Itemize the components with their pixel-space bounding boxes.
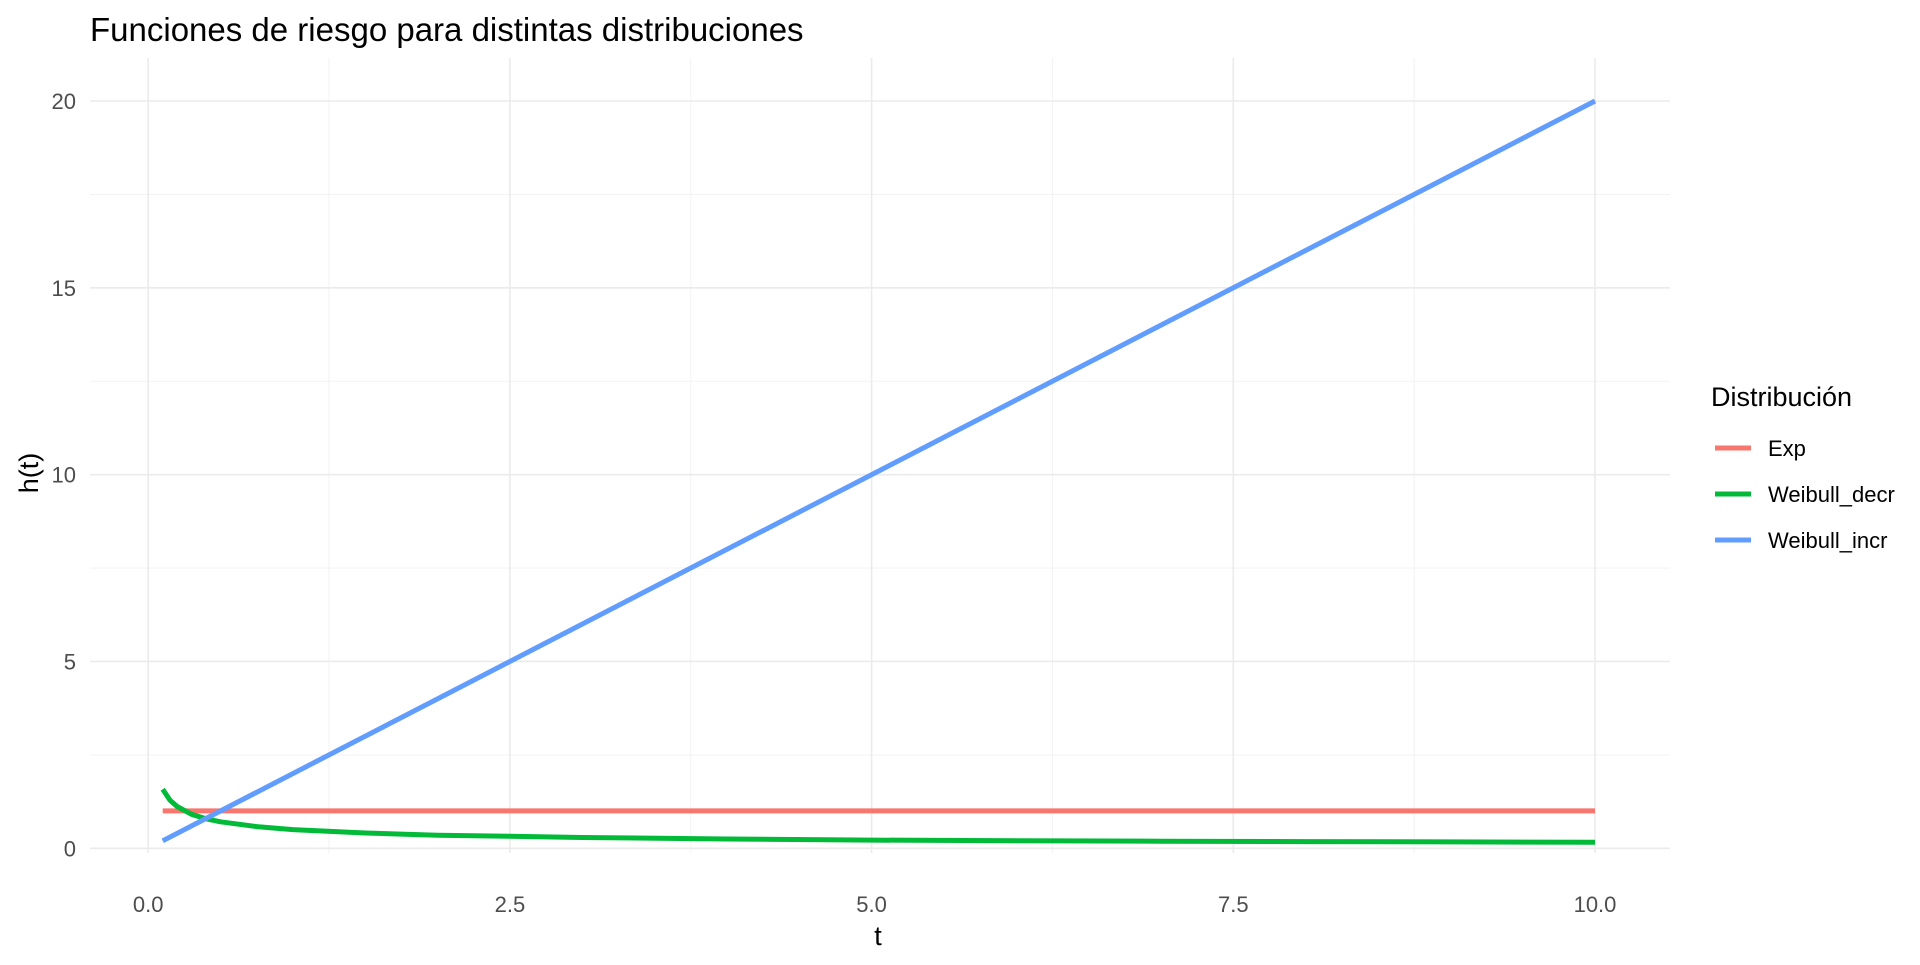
x-tick-label: 2.5 xyxy=(495,892,526,917)
series-line-weibull-incr xyxy=(161,98,1597,844)
x-tick-label: 10.0 xyxy=(1574,892,1617,917)
x-axis-title: t xyxy=(874,921,882,951)
y-tick-label: 10 xyxy=(52,463,76,488)
y-tick-label: 15 xyxy=(52,276,76,301)
legend-title: Distribución xyxy=(1711,382,1852,412)
x-axis-tick-labels: 0.0 2.5 5.0 7.5 10.0 xyxy=(133,892,1617,917)
y-tick-label: 20 xyxy=(52,89,76,114)
legend-label-exp: Exp xyxy=(1768,436,1806,461)
y-tick-label: 5 xyxy=(64,649,76,674)
y-axis-tick-labels: 0 5 10 15 20 xyxy=(52,89,76,861)
chart-title: Funciones de riesgo para distintas distr… xyxy=(90,11,804,48)
series-lines xyxy=(160,98,1597,845)
y-tick-label: 0 xyxy=(64,836,76,861)
legend: Distribución Exp Weibull_decr Weibull_incr xyxy=(1711,382,1895,553)
x-tick-label: 0.0 xyxy=(133,892,164,917)
x-tick-label: 5.0 xyxy=(856,892,887,917)
legend-items: Exp Weibull_decr Weibull_incr xyxy=(1715,436,1895,553)
series-line-weibull-decr xyxy=(160,787,1596,845)
legend-label-weibull-incr: Weibull_incr xyxy=(1768,528,1887,553)
x-tick-label: 7.5 xyxy=(1218,892,1249,917)
legend-label-weibull-decr: Weibull_decr xyxy=(1768,482,1895,507)
major-gridlines-x xyxy=(147,58,1596,853)
major-gridlines-y xyxy=(90,100,1670,850)
minor-gridlines-x xyxy=(328,58,1415,853)
minor-gridlines-y xyxy=(90,193,1670,756)
y-axis-title: h(t) xyxy=(14,453,44,494)
